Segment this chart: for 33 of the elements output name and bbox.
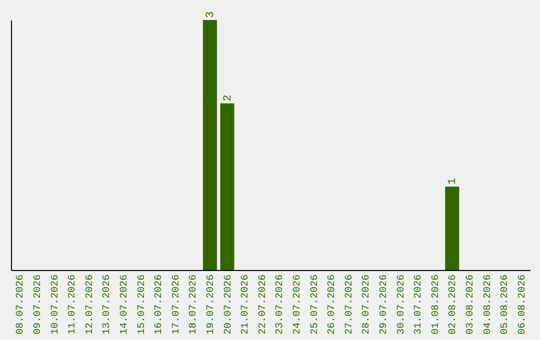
x-tick-label: 15.07.2026: [136, 274, 148, 335]
x-tick-label: 06.08.2026: [517, 274, 528, 335]
x-tick-label: 26.07.2026: [327, 274, 338, 335]
x-tick-label: 18.07.2026: [188, 274, 200, 335]
x-tick-label: 31.07.2026: [414, 274, 425, 335]
x-tick-label: 02.08.2026: [448, 274, 460, 335]
x-tick-label: 29.07.2026: [378, 274, 390, 335]
x-tick-label: 08.07.2026: [16, 274, 27, 335]
x-tick-label: 16.07.2026: [154, 274, 166, 335]
x-tick-label: 01.08.2026: [430, 274, 442, 335]
data-label: 1: [447, 178, 460, 185]
x-tick-label: 25.07.2026: [310, 274, 321, 335]
x-tick-label: 28.07.2026: [362, 274, 373, 335]
data-label: 2: [222, 94, 234, 102]
x-tick-label: 09.07.2026: [32, 274, 44, 335]
x-tick-label: 20.07.2026: [223, 274, 234, 335]
x-tick-label: 24.07.2026: [292, 274, 304, 335]
x-tick-label: 05.08.2026: [500, 274, 512, 335]
x-tick-label: 19.07.2026: [206, 274, 217, 335]
x-tick-label: 17.07.2026: [171, 274, 182, 335]
data-label: 3: [204, 11, 217, 18]
x-tick-label: 30.07.2026: [396, 274, 408, 335]
x-tick-label: 22.07.2026: [258, 274, 269, 335]
x-tick-label: 13.07.2026: [102, 274, 114, 335]
x-tick-label: 14.07.2026: [119, 274, 130, 335]
x-tick-label: 10.07.2026: [50, 274, 62, 335]
x-tick-label: 21.07.2026: [240, 274, 252, 335]
x-tick-label: 11.07.2026: [68, 274, 79, 335]
x-tick-label: 03.08.2026: [465, 274, 476, 335]
x-tick-label: 12.07.2026: [84, 274, 96, 335]
x-tick-label: 27.07.2026: [344, 274, 356, 335]
x-tick-label: 23.07.2026: [275, 274, 286, 335]
x-tick-label: 04.08.2026: [482, 274, 494, 335]
